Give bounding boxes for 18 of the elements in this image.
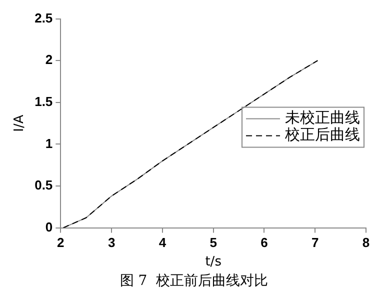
caption: 图 7 校正前后曲线对比: [118, 272, 270, 290]
x-tick-label: 5: [210, 235, 217, 250]
y-tick-label: 0.5: [34, 178, 53, 193]
y-tick-label: 1: [45, 136, 53, 151]
x-tick-label: 4: [158, 235, 167, 250]
y-tick-label: 2.5: [34, 10, 53, 26]
y-axis-title: I/A: [12, 114, 28, 132]
x-tick-label: 3: [108, 235, 116, 250]
x-axis-title: t/s: [205, 254, 222, 270]
y-tick-label: 2: [45, 52, 53, 68]
x-tick-label: 8: [362, 235, 370, 250]
y-tick-label: 1.5: [34, 94, 53, 109]
legend-label: 未校正曲线: [285, 108, 360, 127]
y-tick-label: 0: [45, 219, 53, 234]
x-tick-label: 7: [311, 235, 319, 250]
x-tick-label: 6: [260, 235, 268, 250]
x-tick-label: 2: [57, 235, 64, 250]
legend-label: 校正后曲线: [284, 126, 360, 144]
